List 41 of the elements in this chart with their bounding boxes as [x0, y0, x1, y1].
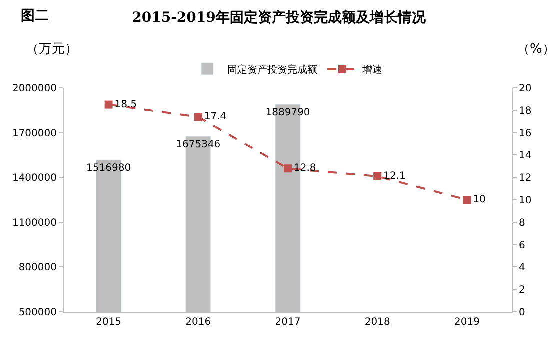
legend-label: 增速	[362, 64, 382, 76]
data-label: 12.8	[294, 163, 316, 174]
y2-tick-label: 20	[519, 84, 532, 94]
y-tick-label: 500000	[18, 308, 57, 318]
point	[284, 164, 292, 173]
y-tick-label: 1100000	[12, 218, 57, 229]
y-tick-label: 2000000	[12, 84, 57, 94]
chart-title: 2015-2019年固定资产投资完成额及增长情况	[132, 8, 427, 26]
point	[374, 172, 382, 180]
data-label: 10	[473, 194, 486, 206]
y2-axis-title: （%）	[517, 42, 556, 57]
y-tick-label: 800000	[18, 262, 57, 274]
data-label: 1675346	[176, 139, 221, 150]
data-label: 12.1	[384, 170, 406, 182]
y2-tick-label: 10	[519, 196, 532, 206]
y2-tick-label: 14	[519, 150, 532, 162]
y-axis-title: （万元）	[26, 42, 78, 57]
data-label: 1516980	[86, 163, 132, 174]
data-label: 1889790	[266, 107, 310, 118]
x-tick-label: 2019	[454, 317, 480, 328]
point	[104, 100, 113, 109]
text: 图二	[21, 8, 49, 24]
y-tick-label: 1400000	[12, 173, 57, 184]
x-tick-label: 2015	[96, 317, 122, 328]
data-label: 17.4	[204, 112, 227, 123]
y-tick-label: 1700000	[12, 128, 57, 140]
point	[194, 113, 202, 122]
point	[463, 196, 472, 204]
y2-tick-label: 8	[519, 218, 526, 229]
y2-tick-label: 2	[519, 285, 526, 296]
x-tick-label: 2017	[275, 317, 301, 328]
y2-tick-label: 4	[519, 262, 526, 274]
y2-tick-label: 16	[519, 128, 532, 140]
x-tick-label: 2016	[186, 317, 212, 328]
data-label: 18.5	[114, 99, 138, 110]
y2-tick-label: 12	[519, 173, 532, 184]
legend-label: 固定资产投资完成额	[228, 64, 318, 76]
y2-tick-label: 6	[519, 240, 526, 252]
y2-tick-label: 0	[519, 308, 526, 318]
x-tick-label: 2018	[364, 317, 390, 328]
y2-tick-label: 18	[519, 106, 532, 117]
